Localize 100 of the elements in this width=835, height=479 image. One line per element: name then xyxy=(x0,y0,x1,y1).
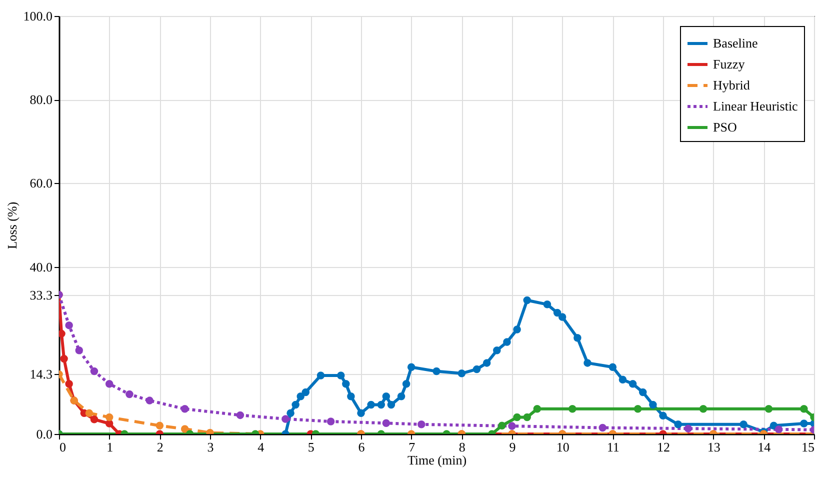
point xyxy=(472,365,481,374)
point xyxy=(618,376,627,384)
x-tick-label: 8 xyxy=(458,440,466,454)
point xyxy=(674,420,682,428)
point xyxy=(628,380,637,388)
point xyxy=(513,413,521,422)
point xyxy=(156,422,164,430)
point xyxy=(342,380,350,388)
point xyxy=(493,346,501,354)
point xyxy=(407,363,416,371)
x-tick-label: 0 xyxy=(60,440,66,454)
point xyxy=(684,424,692,432)
y-tick-label: 14.3 xyxy=(30,366,52,382)
point xyxy=(432,367,440,376)
point xyxy=(65,321,73,330)
x-tick-label: 1 xyxy=(106,440,114,454)
point xyxy=(75,346,84,354)
point xyxy=(482,359,491,367)
point xyxy=(574,334,582,342)
point xyxy=(326,418,335,426)
legend-label: Fuzzy xyxy=(713,56,746,72)
point xyxy=(800,420,808,428)
point xyxy=(649,400,657,409)
point xyxy=(336,372,345,380)
point xyxy=(282,415,290,423)
point xyxy=(638,388,647,396)
y-tick-label: 80.0 xyxy=(30,92,52,108)
point xyxy=(568,405,576,413)
point xyxy=(397,392,406,400)
x-tick-label: 5 xyxy=(308,440,314,454)
point xyxy=(180,405,189,413)
x-tick-label: 13 xyxy=(707,440,720,454)
x-tick-label: 15 xyxy=(802,440,814,454)
legend-label: PSO xyxy=(713,120,737,134)
point xyxy=(533,405,542,413)
x-tick-label: 6 xyxy=(358,440,366,454)
x-tick-label: 12 xyxy=(657,440,670,454)
point xyxy=(740,420,748,428)
point xyxy=(659,412,667,420)
point xyxy=(126,390,134,398)
y-tick-label: 60.0 xyxy=(30,176,52,191)
y-tick-label: 0.0 xyxy=(36,426,52,442)
x-tick-label: 7 xyxy=(408,440,416,454)
point xyxy=(458,370,466,378)
point xyxy=(608,363,617,371)
x-tick-label: 10 xyxy=(556,440,570,454)
point xyxy=(634,405,642,413)
point xyxy=(236,411,244,420)
point xyxy=(316,372,325,380)
legend-label: Hybrid xyxy=(713,78,750,92)
point xyxy=(382,392,390,400)
legend-label: Linear Heuristic xyxy=(713,98,798,114)
point xyxy=(387,400,396,409)
x-tick-label: 2 xyxy=(156,440,164,454)
y-tick-label: 100.0 xyxy=(23,8,52,24)
point xyxy=(553,308,562,317)
point xyxy=(105,413,114,422)
x-tick-label: 3 xyxy=(207,440,214,454)
y-axis-title: Loss (%) xyxy=(4,202,20,250)
point xyxy=(699,405,708,413)
point xyxy=(558,313,566,321)
point xyxy=(367,400,375,409)
point xyxy=(60,354,68,363)
x-tick-label: 9 xyxy=(509,440,516,454)
y-tick-label: 40.0 xyxy=(30,259,52,274)
point xyxy=(598,424,606,432)
point xyxy=(584,359,592,367)
x-tick-label: 4 xyxy=(258,440,265,454)
point xyxy=(774,426,783,434)
point xyxy=(543,300,552,308)
point xyxy=(180,425,189,433)
point xyxy=(523,296,531,304)
point xyxy=(498,422,506,430)
point xyxy=(302,388,310,396)
point xyxy=(90,367,98,376)
point xyxy=(418,420,426,428)
point xyxy=(357,409,365,417)
point xyxy=(292,400,300,409)
x-axis-title: Time (min) xyxy=(407,452,467,468)
point xyxy=(377,400,386,409)
point xyxy=(65,380,73,388)
point xyxy=(286,409,294,417)
point xyxy=(347,392,355,400)
y-tick-label: 33.3 xyxy=(30,287,52,302)
point xyxy=(402,380,410,388)
point xyxy=(523,413,531,422)
x-tick-label: 14 xyxy=(758,440,772,454)
point xyxy=(513,326,521,334)
point xyxy=(503,338,511,346)
point xyxy=(90,416,98,424)
point xyxy=(296,392,304,400)
legend-label: Baseline xyxy=(713,36,758,50)
x-tick-label: 11 xyxy=(606,440,620,454)
point xyxy=(800,405,808,413)
point xyxy=(146,396,154,404)
point xyxy=(764,405,773,413)
point xyxy=(382,419,390,427)
point xyxy=(508,422,516,430)
point xyxy=(105,380,114,388)
point xyxy=(85,409,94,417)
